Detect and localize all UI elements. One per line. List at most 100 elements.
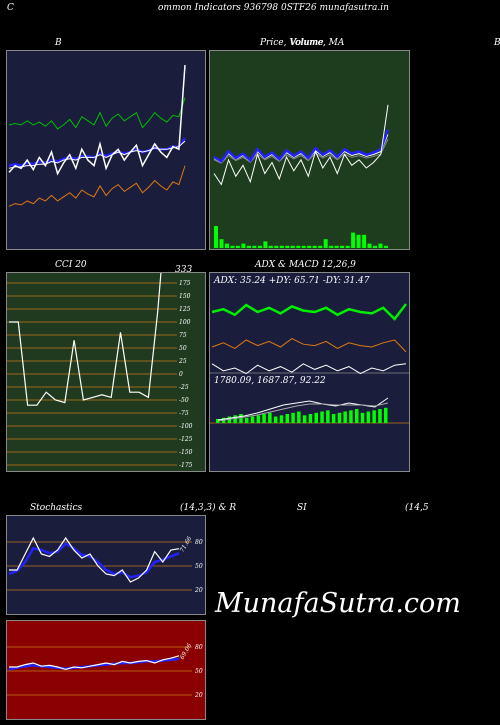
cci-last-value: 333 — [175, 265, 193, 275]
volume-bar — [301, 245, 306, 248]
ma-line-blue — [213, 129, 390, 164]
stochastics-panel: 80 50 20 71.66 — [6, 515, 206, 615]
volume-bar — [345, 245, 350, 248]
volume-bar — [340, 245, 345, 248]
rsi-chart: 80 50 20 69.06 — [7, 642, 203, 699]
volume-bar — [296, 245, 301, 248]
cci-tick-label: 0 — [179, 371, 183, 378]
volume-bar — [356, 234, 361, 248]
cci-tick-label: 125 — [179, 306, 191, 313]
cci-tick-label: -125 — [179, 436, 193, 443]
stoch-last-value: 71.66 — [179, 535, 194, 554]
ma-line-white — [213, 134, 389, 163]
cci-tick-label: -75 — [179, 410, 189, 417]
right-letter: B — [494, 38, 500, 48]
cci-line — [9, 273, 162, 406]
macd-histogram-bar — [285, 414, 289, 423]
cci-title: CCI 20 — [55, 260, 87, 270]
price-line — [8, 65, 186, 176]
macd-histogram-bar — [239, 414, 243, 423]
adx-line — [211, 363, 407, 375]
rsi-tick-label: 20 — [194, 692, 203, 699]
stoch-main-line — [9, 536, 180, 583]
signal-line — [217, 402, 389, 422]
volume-bar — [373, 245, 377, 248]
volume-bar — [235, 245, 240, 248]
volume-bar — [362, 234, 367, 248]
rsi-tick-label: 80 — [195, 644, 203, 651]
si-params: (14,5 — [405, 503, 429, 513]
stoch-title: Stochastics — [30, 503, 83, 513]
upper-band-line — [8, 97, 186, 130]
cci-tick-label: -175 — [179, 462, 193, 469]
macd-histogram-bar — [291, 412, 295, 424]
macd-histogram-bar — [279, 415, 284, 424]
adx-macd-panel — [209, 272, 410, 472]
volume-bar — [378, 243, 383, 248]
volume-bar — [230, 245, 235, 248]
cci-panel: 175 150 125 100 75 50 25 0 -25 -50 -75 -100 -125 -150… — [6, 272, 206, 472]
cci-tick-label: -100 — [179, 423, 193, 430]
macd-histogram-bar — [326, 410, 330, 424]
volume-bar — [329, 245, 334, 248]
volume-bar — [279, 245, 284, 248]
cci-chart: 175 150 125 100 75 50 25 0 -25 -50 -75 -100 -125 -150… — [7, 273, 193, 469]
volume-bar — [274, 245, 279, 248]
side-letter: C — [7, 3, 14, 13]
lower-band-line — [8, 165, 186, 207]
page-title: ommon Indicators 936798 0STF26 munafasut… — [158, 3, 389, 13]
stoch-tick-label: 20 — [194, 587, 203, 594]
cci-tick-label: 25 — [178, 358, 187, 365]
volume-bar — [367, 243, 372, 248]
bollinger-chart — [8, 65, 187, 207]
cci-tick-label: 150 — [179, 293, 191, 300]
volume-bar — [225, 243, 229, 248]
volume-bar — [318, 245, 323, 248]
cci-tick-label: 175 — [179, 280, 191, 287]
rsi-last-value: 69.06 — [179, 642, 194, 661]
volume-bar — [219, 239, 224, 248]
rsi-panel: 80 50 20 69.06 — [6, 620, 206, 720]
macd-histogram-bar — [337, 412, 342, 424]
volume-bar — [268, 245, 273, 248]
volume-bar — [285, 245, 290, 248]
volume-bar — [384, 245, 388, 248]
price-panel — [209, 50, 410, 250]
macd-histogram-bar — [268, 412, 272, 424]
macd-histogram-bar — [343, 411, 347, 423]
macd-histogram-bar — [349, 410, 353, 424]
macd-histogram-bar — [308, 414, 313, 423]
macd-histogram-bar — [372, 410, 376, 424]
cci-tick-label: 100 — [179, 319, 191, 326]
volume-bar — [241, 243, 246, 248]
rsi-signal-line — [8, 657, 180, 671]
volume-bar — [351, 232, 356, 248]
volume-bar — [257, 245, 262, 248]
macd-histogram-bar — [233, 415, 237, 424]
bollinger-title: B — [55, 38, 62, 48]
price-line — [213, 104, 389, 186]
cci-tick-label: -50 — [179, 397, 189, 404]
macd-histogram-bar — [245, 417, 249, 424]
price-title: Price, Volume, MA — [260, 38, 345, 48]
macd-histogram-bar — [262, 414, 266, 423]
macd-histogram-bar — [378, 409, 382, 423]
volume-bar — [334, 245, 339, 248]
volume-bar — [263, 241, 268, 248]
si-title: SI — [297, 503, 307, 513]
rsi-main-line — [9, 655, 180, 671]
price-volume-chart — [213, 104, 390, 248]
volume-bar — [246, 245, 251, 248]
watermark: MunafaSutra.com — [215, 588, 461, 619]
macd-histogram-bar — [355, 409, 359, 423]
macd-histogram-bar — [314, 412, 318, 424]
macd-histogram-bar — [366, 411, 371, 423]
minus-dy-line — [211, 338, 407, 353]
volume-bar — [252, 245, 257, 248]
stoch-tick-label: 50 — [195, 563, 203, 570]
macd-histogram-bar — [384, 407, 388, 424]
macd-histogram-bar — [331, 414, 336, 423]
macd-histogram-bar — [320, 411, 324, 423]
cci-tick-label: -150 — [179, 449, 193, 456]
volume-bar — [312, 245, 317, 248]
